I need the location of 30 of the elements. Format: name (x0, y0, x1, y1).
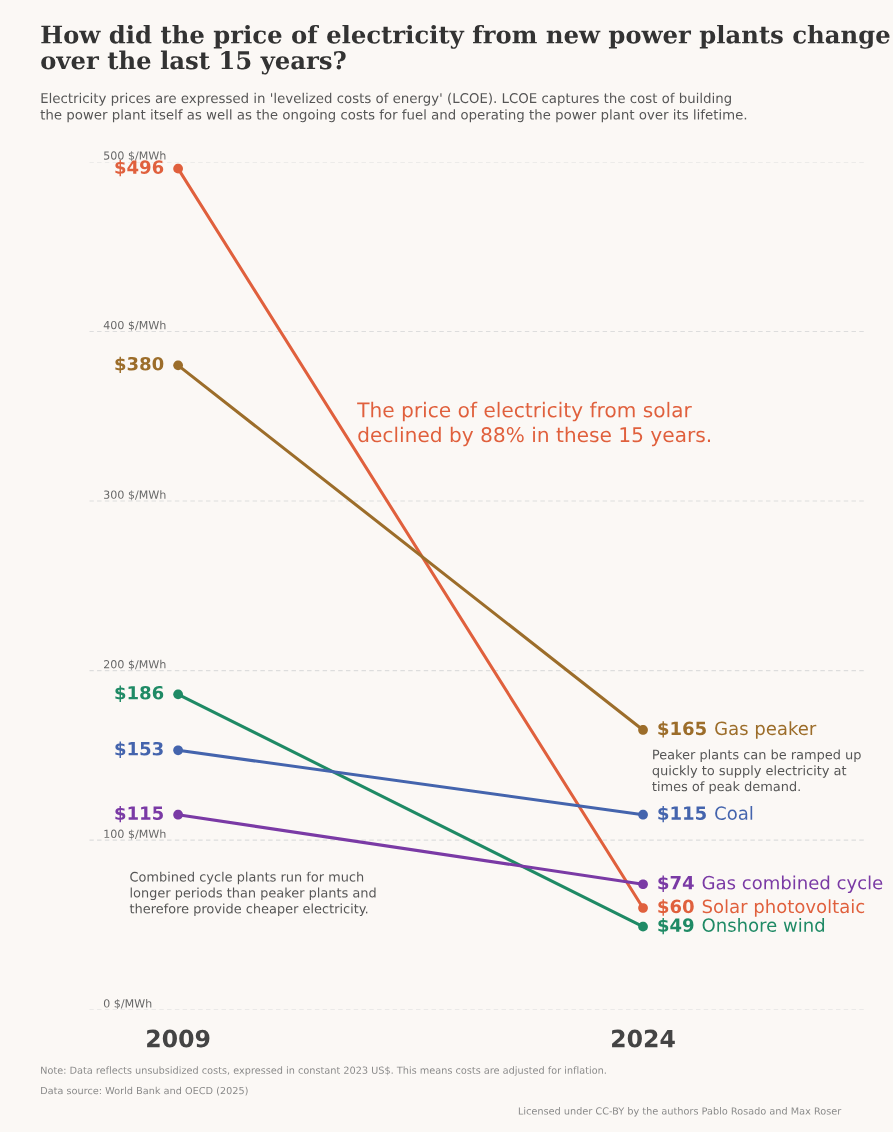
annotation: The price of electricity from solar declined by 88% in these 15 years. (357, 401, 711, 447)
data-label: $49 (658, 917, 694, 935)
text: Coal (715, 806, 753, 820)
source-note: Data source: World Bank and OECD (2025) (41, 1086, 248, 1096)
data-label: $74 (658, 875, 694, 892)
y-tick-label: 0 $/MWh (103, 998, 152, 1010)
data-label: $115 (115, 806, 163, 823)
y-tick-label: 200 $/MWh (104, 659, 166, 670)
text: Note: Data reflects unsubsidized costs, expressed in constant 2023 US$. This means costs are adjusted for inflation. (41, 1066, 606, 1076)
data-label: $496 (115, 159, 164, 177)
y-tick-label: 300 $/MWh (104, 490, 166, 501)
x-tick-label: 2024 (612, 1029, 675, 1048)
y-tick-label: 400 $/MWh (103, 320, 166, 331)
x-tick-label: 2009 (147, 1029, 210, 1048)
data-label: $165 (658, 721, 706, 738)
data-label: $380 (115, 356, 164, 373)
text: Gas combined cycle (702, 875, 883, 893)
text: Onshore wind (702, 917, 825, 932)
text: Solar photovoltaic (702, 899, 865, 917)
text: Gas peaker (715, 721, 817, 739)
data-label: $60 (658, 899, 694, 916)
data-label: $153 (115, 741, 163, 758)
annotation: Peaker plants can be ramped up quickly to supply electricity at times of peak demand. (652, 749, 861, 794)
chart-title: How did the price of electricity from new power plants change over the last 15 years? (41, 24, 890, 75)
annotation: Combined cycle plants run for much longer periods than peaker plants and therefore provide cheaper electricity. (129, 871, 376, 917)
chart-subtitle: Electricity prices are expressed in 'levelized costs of energy' (LCOE). LCOE captures the cost of building the power plant itself as well as the ongoing costs for fuel and operating the power plant over its lifetime. (40, 92, 747, 123)
data-label: $115 (658, 806, 706, 823)
data-label: $186 (115, 685, 164, 702)
y-tick-label: 100 $/MWh (104, 829, 166, 840)
text: Licensed under CC-BY by the authors Pablo Rosado and Max Roser (518, 1107, 842, 1117)
